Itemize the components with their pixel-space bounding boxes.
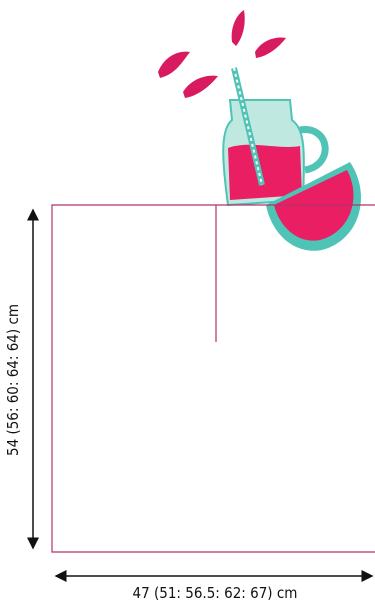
splash-illustration [158,10,286,98]
jar-illustration [222,67,329,207]
pattern-outline [51,204,375,553]
width-label: 47 (51: 56.5: 62: 67) cm [133,584,298,602]
height-label: 54 (56: 60: 64: 64) cm [4,304,22,456]
